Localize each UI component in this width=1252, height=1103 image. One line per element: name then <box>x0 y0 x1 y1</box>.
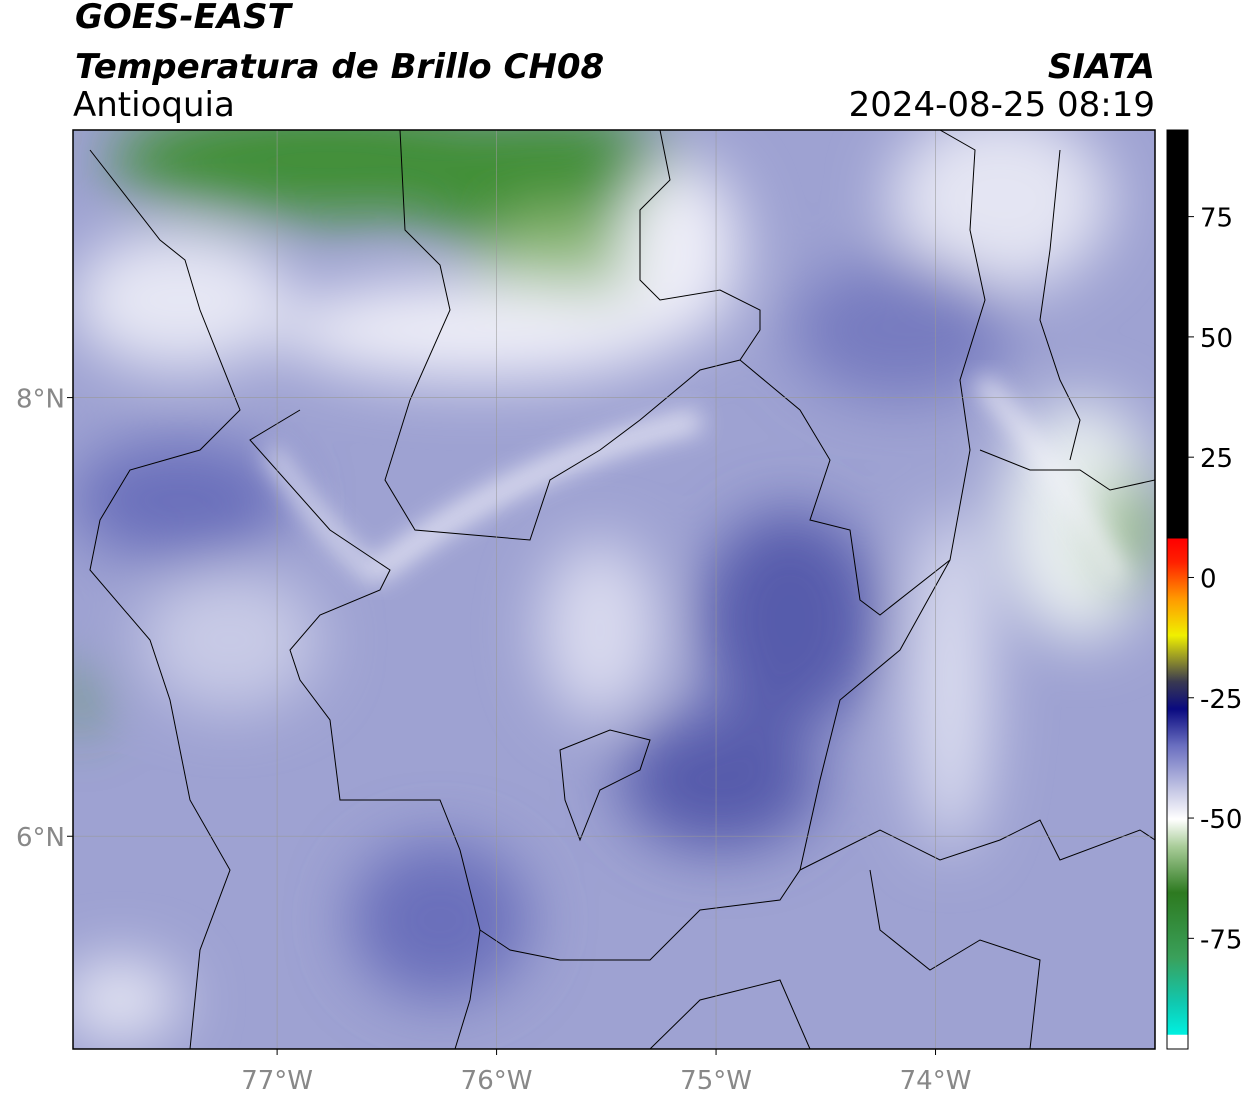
title: GOES-EAST <box>75 0 294 37</box>
colorbar-tick-label: -25 <box>1200 685 1242 715</box>
satellite-image <box>73 130 1155 1049</box>
map-frame <box>72 129 1156 1050</box>
lon-tick-label: 77°W <box>241 1066 313 1096</box>
lon-tick-label: 75°W <box>680 1066 752 1096</box>
timestamp: 2024-08-25 08:19 <box>849 85 1155 125</box>
colorbar-tick-label: 25 <box>1200 444 1233 474</box>
colorbar-tick-label: 50 <box>1200 324 1233 354</box>
region: Antioquia <box>73 85 235 125</box>
lat-tick-label: 6°N <box>16 823 65 853</box>
lat-tick-label: 8°N <box>16 385 65 415</box>
colorbar-tick-label: 75 <box>1200 204 1233 234</box>
graticule <box>73 130 1155 1049</box>
colorbar-tick-label: 0 <box>1200 564 1217 594</box>
lon-tick-label: 76°W <box>461 1066 533 1096</box>
lon-tick-label: 74°W <box>900 1066 972 1096</box>
colorbar <box>1166 129 1189 1050</box>
colorbar-tick-label: -50 <box>1200 805 1242 835</box>
boundaries <box>89 130 1155 1049</box>
colorbar-tick-label: -75 <box>1200 925 1242 955</box>
subtitle: Temperatura de Brillo CH08 <box>75 47 604 87</box>
source: SIATA <box>1048 47 1155 87</box>
